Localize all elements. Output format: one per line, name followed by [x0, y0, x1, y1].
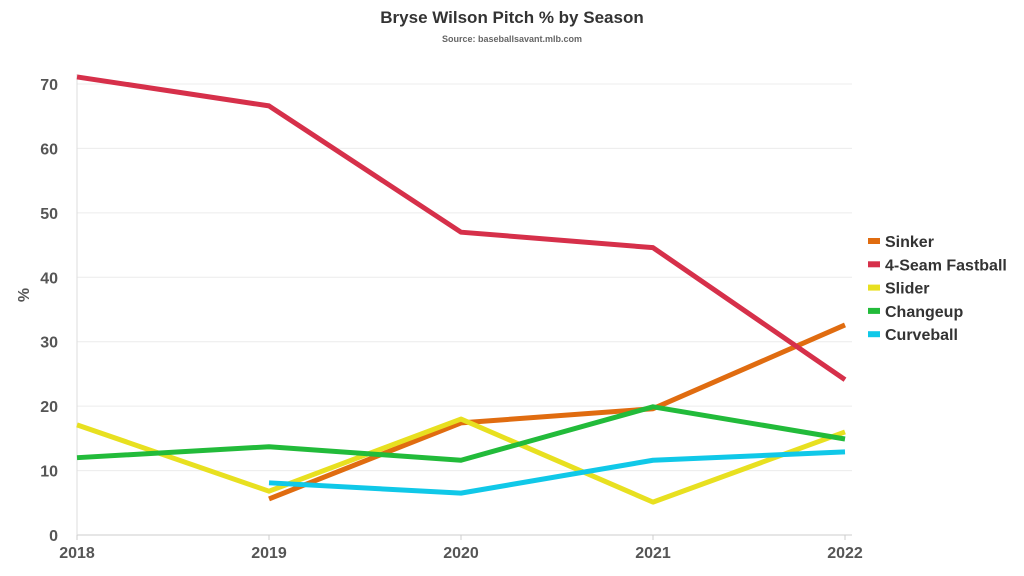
legend-swatch: [868, 331, 880, 338]
legend-label: 4-Seam Fastball: [885, 257, 1007, 274]
y-tick-label: 50: [40, 206, 58, 223]
y-axis-label: %: [16, 288, 33, 302]
y-tick-label: 70: [40, 77, 58, 94]
legend-swatch: [868, 307, 880, 314]
chart-subtitle: Source: baseballsavant.mlb.com: [441, 34, 583, 44]
chart-title: Bryse Wilson Pitch % by Season: [380, 8, 644, 27]
legend-label: Sinker: [885, 234, 934, 251]
legend-label: Curveball: [885, 327, 958, 344]
series-line-sinker: [268, 322, 846, 502]
series-line-4-seam-fastball: [76, 74, 847, 382]
y-tick-label: 20: [40, 399, 58, 416]
series-line-slider: [76, 416, 846, 505]
series-line-curveball: [268, 449, 846, 496]
x-tick-label: 2019: [251, 545, 287, 562]
y-tick-label: 10: [40, 464, 58, 481]
y-tick-label: 60: [40, 141, 58, 158]
legend-label: Changeup: [885, 304, 963, 321]
x-tick-label: 2022: [827, 545, 863, 562]
y-tick-label: 40: [40, 270, 58, 287]
legend-swatch: [868, 261, 880, 268]
y-tick-label: 30: [40, 335, 58, 352]
series-line-changeup: [76, 404, 846, 463]
x-tick-label: 2021: [635, 545, 671, 562]
legend-swatch: [868, 284, 880, 291]
x-tick-label: 2018: [59, 545, 95, 562]
x-tick-label: 2020: [443, 545, 479, 562]
legend-swatch: [868, 238, 880, 244]
y-tick-label: 0: [49, 528, 58, 545]
legend-label: Slider: [885, 281, 929, 298]
